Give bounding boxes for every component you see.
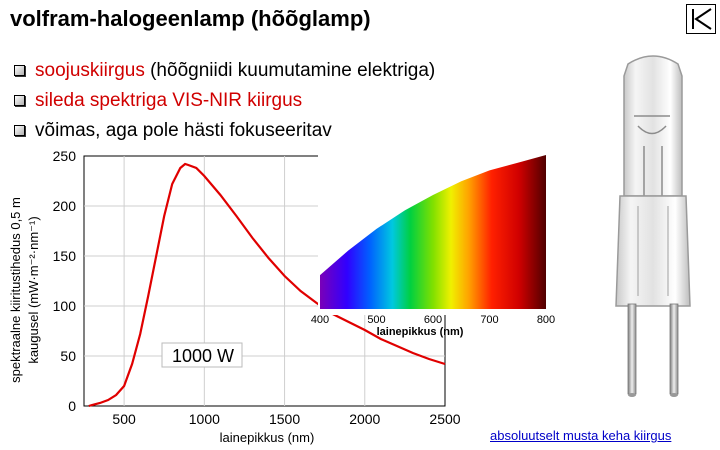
- skip-back-icon: [692, 8, 712, 30]
- power-annotation: 1000 W: [172, 346, 234, 366]
- inset-x-tick-label: 700: [480, 314, 498, 326]
- bullet-highlight: sileda spektriga VIS-NIR kiirgus: [35, 90, 303, 111]
- x-tick-label: 1500: [269, 411, 300, 427]
- bullet-item: soojuskiirgus (hõõgniidi kuumutamine ele…: [14, 56, 435, 86]
- visible-spectrum-area: [320, 155, 546, 309]
- y-axis-label-line1: spektraalne kiiritustihedus 0,5 m: [8, 197, 23, 383]
- spectrum-chart: 0 50 100 150 200 250 500 1000 1500 2000 2500 400 5…: [8, 148, 555, 445]
- bullet-text: võimas, aga pole hästi fokuseeritav: [35, 120, 332, 141]
- x-tick-label: 2500: [429, 411, 460, 427]
- bullet-box-icon: [14, 95, 25, 107]
- visible-spectrum-inset: 400 500 600 700 800 lainepikkus (nm): [311, 150, 555, 338]
- slide-title: volfram-halogeenlamp (hõõglamp): [10, 6, 371, 31]
- bullet-highlight: soojuskiirgus: [35, 60, 145, 81]
- bullet-box-icon: [14, 65, 25, 77]
- bullet-box-icon: [14, 125, 25, 137]
- inset-x-axis-label: lainepikkus (nm): [377, 326, 464, 338]
- y-tick-label: 250: [53, 148, 77, 164]
- x-tick-label: 500: [112, 411, 136, 427]
- inset-x-tick-label: 400: [311, 314, 329, 326]
- spectrum-curve: [88, 162, 446, 408]
- inset-x-tick-label: 600: [424, 314, 442, 326]
- y-tick-label: 150: [53, 248, 77, 264]
- halogen-lamp-image: [615, 55, 691, 397]
- y-axis-label-line2: kaugusel (mW·m⁻²·nm⁻¹): [26, 216, 41, 363]
- y-tick-label: 50: [60, 348, 76, 364]
- y-tick-label: 100: [53, 298, 77, 314]
- bullet-item: võimas, aga pole hästi fokuseeritav: [14, 116, 435, 146]
- inset-x-tick-label: 800: [537, 314, 555, 326]
- annotation-box: [161, 342, 243, 368]
- x-tick-label: 1000: [189, 411, 220, 427]
- x-axis-label: lainepikkus (nm): [220, 430, 315, 445]
- y-tick-label: 0: [68, 398, 76, 414]
- inset-x-tick-label: 500: [367, 314, 385, 326]
- x-tick-label: 2000: [349, 411, 380, 427]
- bullet-list: soojuskiirgus (hõõgniidi kuumutamine ele…: [14, 56, 435, 146]
- back-to-start-button[interactable]: [686, 4, 716, 34]
- y-tick-label: 200: [53, 198, 77, 214]
- bullet-text: (hõõgniidi kuumutamine elektriga): [144, 60, 436, 81]
- bullet-item: sileda spektriga VIS-NIR kiirgus: [14, 86, 435, 116]
- blackbody-radiation-link[interactable]: absoluutselt musta keha kiirgus: [490, 428, 672, 443]
